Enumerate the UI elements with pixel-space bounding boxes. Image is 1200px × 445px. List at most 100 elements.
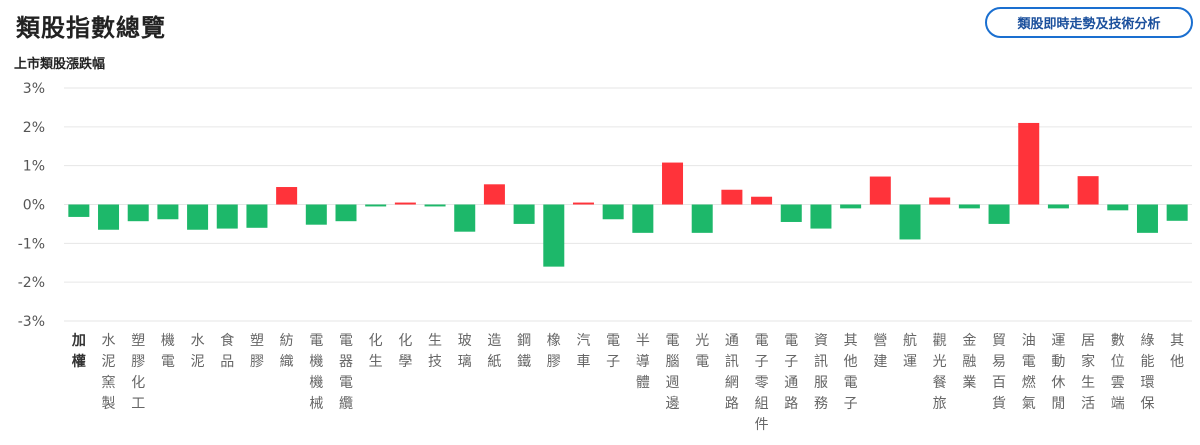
bar[interactable] <box>394 202 416 205</box>
category-label-char: 通 <box>725 333 739 349</box>
bar[interactable] <box>840 204 862 209</box>
bar[interactable] <box>929 197 951 205</box>
category-label-char: 電 <box>784 333 798 349</box>
category-label-char: 燃 <box>1022 374 1036 391</box>
bar[interactable] <box>335 204 357 222</box>
category-label-char: 業 <box>962 375 976 391</box>
category-label-char: 車 <box>576 353 590 370</box>
category-label-char: 建 <box>873 354 887 370</box>
category-label: 營建 <box>873 333 887 370</box>
bar[interactable] <box>1107 204 1129 211</box>
bar[interactable] <box>246 204 268 228</box>
bar[interactable] <box>276 187 298 205</box>
bar[interactable] <box>780 204 802 222</box>
sector-analysis-button[interactable]: 類股即時走勢及技術分析 <box>985 7 1193 38</box>
category-label-char: 械 <box>309 396 323 412</box>
category-label-char: 餐 <box>933 375 947 391</box>
y-tick-label: 1% <box>23 159 45 175</box>
y-tick-label: 2% <box>23 120 45 136</box>
bar[interactable] <box>1077 176 1099 205</box>
bar[interactable] <box>216 204 238 229</box>
category-label-char: 造 <box>487 333 501 349</box>
category-label-char: 汽 <box>576 333 590 349</box>
category-label: 半導體 <box>636 333 650 391</box>
category-label-char: 電 <box>161 354 175 370</box>
bar[interactable] <box>869 176 891 205</box>
category-label-char: 通 <box>784 375 798 391</box>
category-label: 塑膠 <box>250 333 264 370</box>
bar[interactable] <box>751 196 773 205</box>
y-tick-label: -2% <box>18 275 45 291</box>
category-label: 航運 <box>903 333 917 370</box>
bar[interactable] <box>543 204 565 267</box>
bar[interactable] <box>572 202 594 205</box>
bars <box>68 122 1188 267</box>
category-label-char: 工 <box>131 396 145 412</box>
bar[interactable] <box>483 184 505 205</box>
category-label-char: 營 <box>873 333 887 349</box>
category-label-char: 生 <box>369 354 383 370</box>
bar[interactable] <box>305 204 327 225</box>
bar[interactable] <box>513 204 535 224</box>
bar[interactable] <box>1018 122 1040 205</box>
category-label-char: 百 <box>992 375 1006 391</box>
category-label-char: 居 <box>1081 333 1095 349</box>
x-axis-categories: 加權水泥窯製塑膠化工機電水泥食品塑膠紡織電機機械電器電纜化生化學生技玻璃造紙鋼鐵… <box>71 332 1184 433</box>
bar[interactable] <box>988 204 1010 224</box>
category-label-char: 貨 <box>992 395 1006 412</box>
bar[interactable] <box>662 162 684 205</box>
category-label: 機電 <box>161 333 175 370</box>
category-label-char: 路 <box>784 396 798 412</box>
category-label-char: 化 <box>131 375 145 391</box>
category-label-char: 油 <box>1022 333 1036 349</box>
bar[interactable] <box>1136 204 1158 233</box>
category-label-char: 務 <box>814 396 828 412</box>
category-label-char: 水 <box>191 333 205 349</box>
bar[interactable] <box>365 204 387 207</box>
category-label-char: 電 <box>339 375 353 391</box>
bar[interactable] <box>68 204 90 217</box>
category-label-char: 邊 <box>666 396 680 412</box>
category-label-char: 融 <box>962 354 976 370</box>
bar[interactable] <box>454 204 476 232</box>
category-label-char: 機 <box>161 333 175 349</box>
category-label: 橡膠 <box>547 333 561 370</box>
category-label-char: 子 <box>755 354 769 370</box>
category-label-char: 零 <box>755 375 769 391</box>
category-label-char: 織 <box>280 354 294 370</box>
bar[interactable] <box>127 204 149 222</box>
bar[interactable] <box>98 204 120 230</box>
bar[interactable] <box>1047 204 1069 209</box>
category-label-char: 學 <box>398 354 412 370</box>
bar[interactable] <box>958 204 980 209</box>
bar[interactable] <box>602 204 624 220</box>
bar[interactable] <box>899 204 921 240</box>
category-label-char: 易 <box>992 354 1006 370</box>
y-tick-label: -1% <box>18 236 45 252</box>
category-label: 光電 <box>695 333 709 370</box>
bar[interactable] <box>721 189 743 205</box>
bar[interactable] <box>1166 204 1188 221</box>
bar[interactable] <box>187 204 209 230</box>
category-label-char: 泥 <box>191 354 205 370</box>
category-label-char: 電 <box>695 354 709 370</box>
category-label-char: 網 <box>725 375 739 391</box>
bar[interactable] <box>810 204 832 229</box>
category-label-char: 數 <box>1111 333 1125 349</box>
bar[interactable] <box>632 204 654 233</box>
category-label-char: 機 <box>309 375 323 391</box>
bar[interactable] <box>691 204 713 233</box>
category-label-char: 訊 <box>814 354 828 370</box>
category-label-char: 泥 <box>102 354 116 370</box>
category-label-char: 電 <box>606 333 620 349</box>
category-label-char: 化 <box>398 333 412 349</box>
bar[interactable] <box>157 204 179 220</box>
bar[interactable] <box>424 204 446 207</box>
